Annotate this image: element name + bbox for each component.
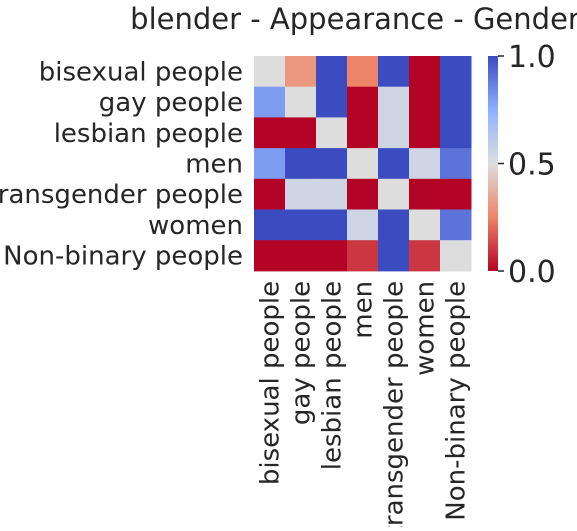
heatmap-cell (440, 56, 472, 88)
heatmap-cell (440, 178, 472, 210)
column-labels: bisexual people gay people lesbian people m… (256, 281, 472, 531)
heatmap-cell (285, 240, 317, 272)
heatmap-cell (254, 240, 286, 272)
heatmap-cell (285, 86, 317, 118)
heatmap-cell (409, 117, 441, 149)
heatmap-cell (316, 178, 348, 210)
heatmap-cell (347, 240, 379, 272)
row-label: men (185, 149, 243, 179)
heatmap-cell (409, 240, 441, 272)
heatmap-cell (440, 209, 472, 241)
column-label: bisexual people (256, 281, 286, 485)
colorbar-tick-label: 0.0 (508, 255, 556, 290)
colorbar-tick-label: 0.5 (508, 148, 556, 183)
colorbar-tick-label: 1.0 (508, 40, 556, 75)
heatmap-cell (347, 56, 379, 88)
heatmap-cell (347, 209, 379, 241)
heatmap-cell (316, 117, 348, 149)
heatmap-cell (440, 117, 472, 149)
heatmap-cell (316, 240, 348, 272)
heatmap-cell (378, 240, 410, 272)
heatmap-cell (254, 178, 286, 210)
row-label: gay people (99, 88, 243, 118)
heatmap-cell (440, 148, 472, 180)
heatmap-cell (378, 148, 410, 180)
heatmap-cell (316, 86, 348, 118)
heatmap-cell (254, 86, 286, 118)
heatmap-cell (378, 117, 410, 149)
column-label: lesbian people (318, 281, 348, 470)
row-label: lesbian people (54, 119, 243, 149)
heatmap-cell (347, 178, 379, 210)
heatmap-cell (440, 86, 472, 118)
heatmap-cell (347, 148, 379, 180)
heatmap-cell (378, 56, 410, 88)
heatmap-cell (285, 56, 317, 88)
heatmap-cell (378, 178, 410, 210)
heatmap-cell (254, 209, 286, 241)
heatmap-cell (285, 209, 317, 241)
row-label: transgender people (0, 180, 243, 210)
heatmap-cell (347, 117, 379, 149)
column-label: men (349, 281, 379, 339)
column-label: women (411, 281, 441, 376)
heatmap-cell (316, 209, 348, 241)
heatmap-cell (285, 178, 317, 210)
colorbar (488, 56, 498, 271)
heatmap-cell (409, 148, 441, 180)
heatmap-cell (378, 86, 410, 118)
heatmap-cell (409, 86, 441, 118)
heatmap-cell (254, 148, 286, 180)
heatmap-cell (409, 178, 441, 210)
heatmap-cell (440, 240, 472, 272)
colorbar-ticks: 0.0 0.5 1.0 (498, 40, 556, 290)
heatmap-cell (316, 56, 348, 88)
heatmap-cell (285, 117, 317, 149)
heatmap-cell (347, 86, 379, 118)
heatmap-cell (316, 148, 348, 180)
heatmap-cell (409, 56, 441, 88)
column-label: gay people (287, 281, 317, 425)
row-label: women (148, 211, 243, 241)
heatmap-cells (254, 56, 472, 272)
heatmap-cell (378, 209, 410, 241)
row-label: Non-binary people (3, 242, 243, 272)
column-label: transgender people (380, 281, 410, 527)
column-label: Non-binary people (442, 281, 472, 521)
row-label: bisexual people (39, 57, 243, 87)
heatmap-cell (254, 117, 286, 149)
chart-title: blender - Appearance - Gender (130, 2, 577, 36)
heatmap-cell (285, 148, 317, 180)
heatmap-cell (254, 56, 286, 88)
heatmap-cell (409, 209, 441, 241)
